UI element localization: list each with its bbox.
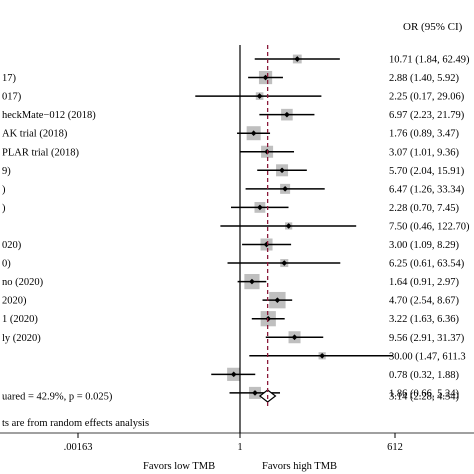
heterogeneity-label: uared = 42.9%, p = 0.025) xyxy=(2,392,113,403)
point-estimate xyxy=(252,390,258,396)
study-row: ) 2.28 (0.70, 7.45) xyxy=(2,202,459,214)
or-value: 9.56 (2.91, 31.37) xyxy=(389,333,465,344)
study-label: ) xyxy=(2,184,6,195)
study-label: 017) xyxy=(2,92,22,103)
or-value: 3.07 (1.01, 9.36) xyxy=(389,147,459,158)
point-estimate xyxy=(262,74,269,81)
x-axis: .00163 1 612 xyxy=(64,433,403,453)
study-row: 9) 5.70 (2.04, 15.91) xyxy=(2,164,465,177)
point-estimate xyxy=(284,111,290,118)
point-estimate xyxy=(281,260,288,266)
study-row: 017) 2.25 (0.17, 29.06) xyxy=(2,92,465,103)
or-value: 2.88 (1.40, 5.92) xyxy=(389,73,459,84)
study-row: 7.50 (0.46, 122.70) xyxy=(220,221,470,232)
study-label: 020) xyxy=(2,240,22,251)
or-value: 10.71 (1.84, 62.49) xyxy=(389,55,470,66)
point-estimate xyxy=(257,204,263,211)
point-estimate xyxy=(279,167,285,174)
point-estimate xyxy=(291,334,298,341)
study-label: 0) xyxy=(2,259,11,270)
point-estimate xyxy=(274,297,281,303)
study-label: no (2020) xyxy=(2,277,44,288)
study-label: ly (2020) xyxy=(2,333,41,344)
study-row: 0.78 (0.32, 1.88) xyxy=(211,367,459,381)
or-value: 1.76 (0.89, 3.47) xyxy=(389,129,459,140)
study-label: PLAR trial (2018) xyxy=(2,147,79,158)
or-value: 6.47 (1.26, 33.34) xyxy=(389,184,465,195)
x-tick-label: .00163 xyxy=(64,442,93,453)
or-value: 4.70 (2.54, 8.67) xyxy=(389,296,459,307)
study-row: 10.71 (1.84, 62.49) xyxy=(254,55,470,66)
or-column-header: OR (95% CI) xyxy=(403,21,463,33)
or-value: 5.70 (2.04, 15.91) xyxy=(389,166,465,177)
or-value: 0.78 (0.32, 1.88) xyxy=(389,370,459,381)
study-row: 17) 2.88 (1.40, 5.92) xyxy=(2,70,459,85)
study-label: 2020) xyxy=(2,296,27,307)
study-row: 0) 6.25 (0.61, 63.54) xyxy=(2,259,465,270)
study-rows: 10.71 (1.84, 62.49) 17) 2.88 (1.40, 5.92) 0… xyxy=(2,55,470,400)
study-label: heckMate−012 (2018) xyxy=(2,110,96,121)
study-row: AK trial (2018) 1.76 (0.89, 3.47) xyxy=(2,126,459,141)
study-row: PLAR trial (2018) 3.07 (1.01, 9.36) xyxy=(2,145,459,158)
study-row: 30.00 (1.47, 611.3 xyxy=(249,351,466,362)
or-value: 2.28 (0.70, 7.45) xyxy=(389,203,459,214)
study-label: 9) xyxy=(2,166,11,177)
point-estimate xyxy=(249,278,255,285)
study-row: 020) 3.00 (1.09, 8.29) xyxy=(2,238,459,251)
or-value: 30.00 (1.47, 611.3 xyxy=(389,351,466,362)
or-value: 7.50 (0.46, 122.70) xyxy=(389,221,470,232)
study-row: 1 (2020) 3.22 (1.63, 6.36) xyxy=(2,311,459,327)
or-value: 1.64 (0.91, 2.97) xyxy=(389,277,459,288)
study-row: ly (2020) 9.56 (2.91, 31.37) xyxy=(2,331,465,344)
study-label: 17) xyxy=(2,73,17,84)
point-estimate xyxy=(250,130,257,137)
point-estimate xyxy=(256,93,263,99)
favors-left-label: Favors low TMB xyxy=(143,461,215,472)
or-value: 1.86 (0.66, 5.24) xyxy=(389,388,459,399)
or-value: 6.97 (2.23, 21.79) xyxy=(389,110,465,121)
study-label: ) xyxy=(2,203,6,214)
point-estimate xyxy=(319,352,325,359)
or-value: 6.25 (0.61, 63.54) xyxy=(389,259,465,270)
x-tick-label: 612 xyxy=(387,442,403,453)
favors-right-label: Favors high TMB xyxy=(262,461,337,472)
or-value: 3.00 (1.09, 8.29) xyxy=(389,240,459,251)
or-value: 2.25 (0.17, 29.06) xyxy=(389,92,465,103)
study-row: no (2020) 1.64 (0.91, 2.97) xyxy=(2,274,459,290)
or-value: 3.22 (1.63, 6.36) xyxy=(389,314,459,325)
point-estimate xyxy=(282,186,288,192)
study-row: ) 6.47 (1.26, 33.34) xyxy=(2,183,465,195)
point-estimate xyxy=(285,223,292,229)
overall-estimate: uared = 42.9%, p = 0.025) 3.14 (2.28, 4.3… xyxy=(2,389,459,403)
footnote: ts are from random effects analysis xyxy=(2,418,149,429)
study-label: AK trial (2018) xyxy=(2,129,68,140)
point-estimate xyxy=(230,371,237,378)
study-row: heckMate−012 (2018) 6.97 (2.23, 21.79) xyxy=(2,108,465,121)
x-tick-label: 1 xyxy=(237,442,242,453)
study-label: 1 (2020) xyxy=(2,314,38,325)
overall-or-value: 3.14 (2.28, 4.34) xyxy=(389,392,459,403)
study-row: 2020) 4.70 (2.54, 8.67) xyxy=(2,291,459,309)
